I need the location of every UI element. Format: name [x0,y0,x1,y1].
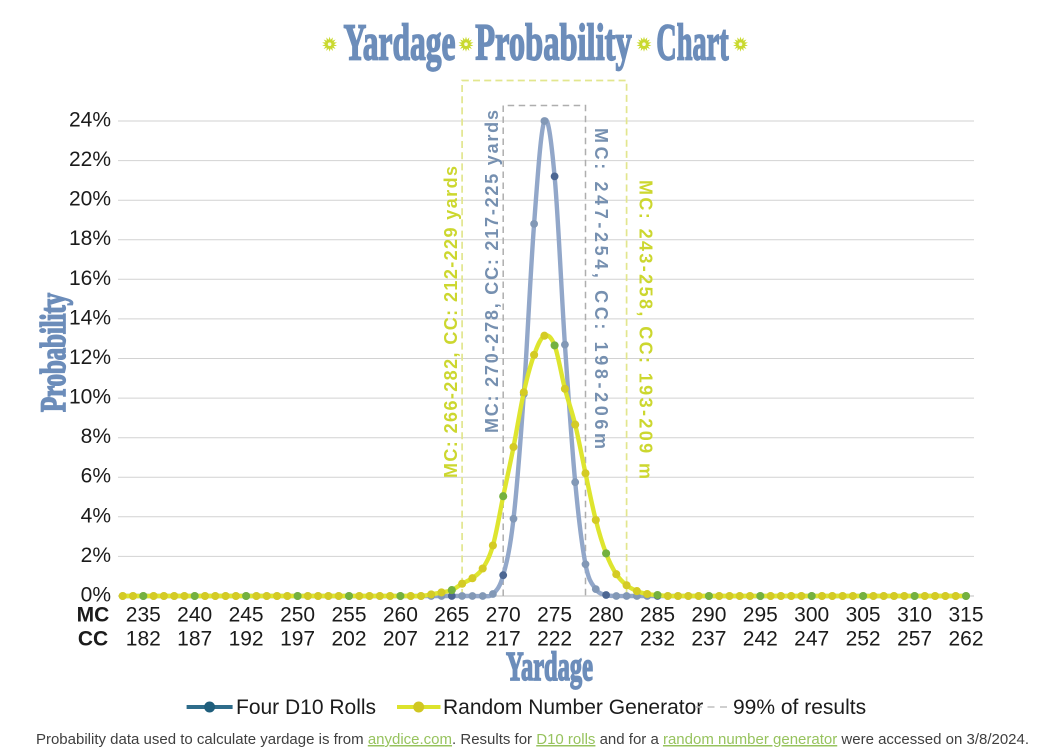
svg-text:305: 305 [846,604,881,627]
svg-text:0%: 0% [81,584,111,607]
svg-text:197: 197 [280,628,315,651]
svg-text:CC: CC [78,628,108,651]
svg-text:24%: 24% [69,109,111,132]
svg-text:222: 222 [537,628,572,651]
svg-text:247: 247 [794,628,829,651]
svg-text:Yardage: Yardage [506,643,593,689]
svg-text:MC: 243-258, CC: 193-209 m: MC: 243-258, CC: 193-209 m [636,180,656,479]
svg-text:255: 255 [331,604,366,627]
svg-text:257: 257 [897,628,932,651]
svg-text:260: 260 [383,604,418,627]
svg-text:187: 187 [177,628,212,651]
svg-text:Probability: Probability [475,15,632,72]
svg-text:Chart: Chart [656,15,729,72]
svg-text:202: 202 [331,628,366,651]
svg-text:300: 300 [794,604,829,627]
svg-text:Probability data used to calcu: Probability data used to calculate yarda… [36,731,1029,748]
svg-text:207: 207 [383,628,418,651]
svg-text:262: 262 [948,628,983,651]
svg-text:252: 252 [846,628,881,651]
svg-text:285: 285 [640,604,675,627]
svg-text:20%: 20% [69,188,111,211]
svg-text:18%: 18% [69,227,111,250]
svg-text:Four D10 Rolls: Four D10 Rolls [236,696,376,719]
svg-text:99% of results: 99% of results [733,696,866,719]
svg-text:237: 237 [691,628,726,651]
svg-text:16%: 16% [69,267,111,290]
svg-text:10%: 10% [69,386,111,409]
svg-text:235: 235 [126,604,161,627]
svg-text:MC: MC [77,604,110,627]
svg-text:315: 315 [948,604,983,627]
svg-text:217: 217 [486,628,521,651]
svg-text:275: 275 [537,604,572,627]
svg-text:14%: 14% [69,306,111,329]
svg-text:240: 240 [177,604,212,627]
svg-text:22%: 22% [69,148,111,171]
svg-text:Probability: Probability [33,293,73,412]
svg-text:212: 212 [434,628,469,651]
svg-text:182: 182 [126,628,161,651]
svg-text:192: 192 [229,628,264,651]
svg-text:4%: 4% [81,504,111,527]
svg-text:245: 245 [229,604,264,627]
svg-text:Random Number Generator: Random Number Generator [443,696,703,719]
svg-text:280: 280 [589,604,624,627]
svg-text:MC: 270-278, CC: 217-225 yards: MC: 270-278, CC: 217-225 yards [482,110,502,433]
svg-text:Yardage: Yardage [344,15,456,72]
svg-text:MC: 266-282, CC: 212-229 yards: MC: 266-282, CC: 212-229 yards [441,166,461,478]
svg-text:6%: 6% [81,465,111,488]
svg-text:8%: 8% [81,425,111,448]
svg-text:295: 295 [743,604,778,627]
svg-text:242: 242 [743,628,778,651]
svg-text:270: 270 [486,604,521,627]
svg-text:310: 310 [897,604,932,627]
svg-text:250: 250 [280,604,315,627]
svg-text:265: 265 [434,604,469,627]
svg-text:290: 290 [691,604,726,627]
svg-text:12%: 12% [69,346,111,369]
svg-text:227: 227 [589,628,624,651]
svg-text:2%: 2% [81,544,111,567]
svg-text:232: 232 [640,628,675,651]
